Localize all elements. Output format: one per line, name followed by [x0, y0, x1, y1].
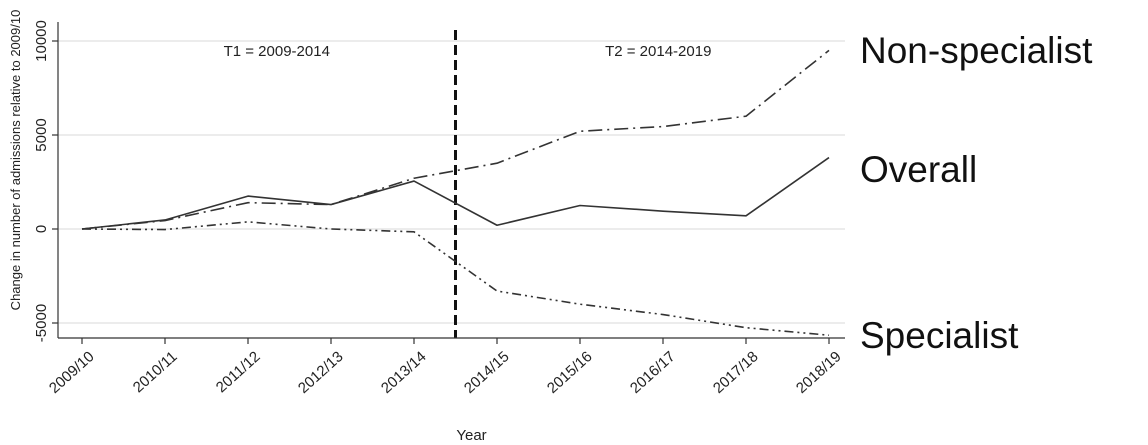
y-tick-label: -5000 — [33, 304, 50, 342]
series-label-non-specialist: Non-specialist — [860, 30, 1093, 71]
x-tick-label: 2012/13 — [295, 348, 347, 397]
x-tick-label: 2015/16 — [544, 348, 596, 397]
series-line-non-specialist — [81, 49, 830, 230]
y-tick-label: 0 — [33, 225, 50, 233]
series-label-specialist: Specialist — [860, 315, 1019, 356]
x-tick-label: 2013/14 — [378, 348, 430, 397]
period-label-t2: T2 = 2014-2019 — [605, 43, 711, 60]
x-tick-label: 2014/15 — [461, 348, 513, 397]
axes — [52, 22, 845, 344]
x-tick-label: 2018/19 — [793, 348, 845, 397]
x-tick-label: 2011/12 — [213, 348, 264, 396]
x-axis-title: Year — [456, 427, 486, 444]
tick-labels: -5000 0 5000 10000 2009/10 2010/11 2011/12 2012… — [33, 20, 845, 397]
period-label-t1: T1 = 2009-2014 — [224, 43, 330, 60]
series-layer — [81, 49, 830, 337]
series-line-specialist — [81, 221, 830, 337]
series-label-overall: Overall — [860, 149, 977, 190]
x-tick-label: 2017/18 — [710, 348, 762, 397]
series-line-overall — [81, 156, 830, 230]
gridlines — [58, 40, 845, 324]
y-tick-label: 10000 — [33, 20, 50, 62]
x-tick-label: 2010/11 — [130, 348, 181, 396]
y-axis-title: Change in number of admissions relative … — [8, 10, 23, 311]
y-tick-label: 5000 — [33, 118, 50, 151]
x-tick-label: 2016/17 — [627, 348, 679, 397]
x-tick-label: 2009/10 — [46, 348, 98, 397]
